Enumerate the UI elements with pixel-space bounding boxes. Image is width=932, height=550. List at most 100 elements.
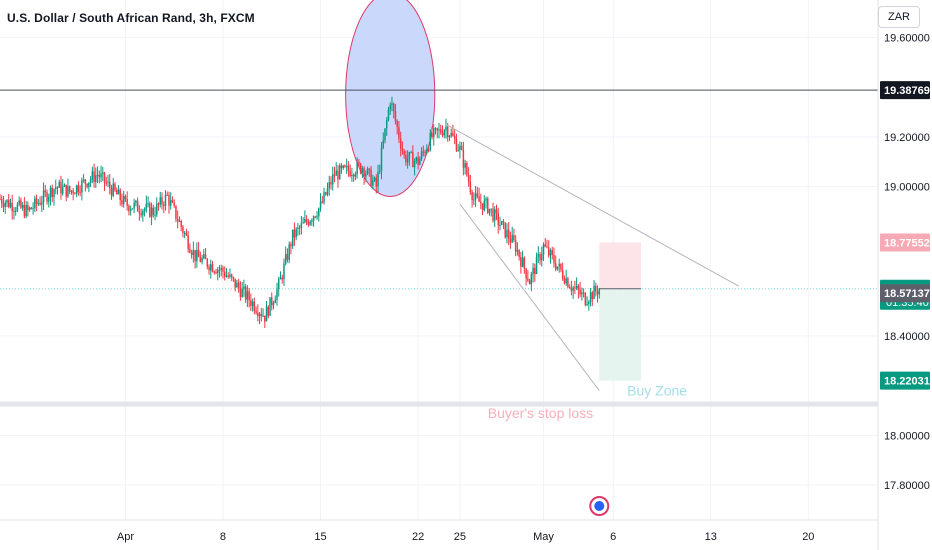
candle-body (487, 198, 489, 213)
candle-body (384, 128, 386, 141)
candle-body (392, 103, 395, 111)
candle-body (286, 254, 289, 260)
candle-body (171, 200, 174, 203)
candle-body (185, 232, 188, 236)
candle-body (373, 177, 376, 181)
candle-body (394, 110, 397, 121)
target-zone (599, 242, 642, 289)
candle-body (199, 257, 202, 262)
candle-body (81, 180, 83, 193)
x-tick-label: 8 (220, 531, 226, 543)
candle-body (469, 181, 472, 192)
candle-body (149, 203, 151, 217)
x-tick-label: 22 (412, 531, 424, 543)
candle-body (291, 229, 294, 247)
candle-body (84, 179, 87, 184)
candle-body (96, 174, 99, 176)
candle-body (150, 207, 153, 217)
candle-body (100, 173, 102, 178)
candle-body (46, 192, 48, 202)
candle-body (159, 197, 162, 205)
candle-body (593, 285, 595, 300)
candle-body (229, 274, 231, 277)
candle-body (537, 254, 540, 257)
candle-body (121, 200, 123, 205)
candle-body (366, 168, 369, 174)
candle-body (182, 226, 184, 233)
candle-body (385, 120, 388, 129)
candle-body (349, 170, 351, 177)
candle-body (480, 201, 482, 204)
candle-body (441, 132, 444, 136)
candle-body (248, 291, 250, 301)
stop-loss-label: Buyer's stop loss (488, 405, 593, 421)
candle-body (359, 163, 362, 173)
candle-body (244, 286, 247, 300)
candle-body (82, 179, 85, 181)
y-tick-label: 19.00000 (884, 182, 930, 194)
candle-body (300, 223, 303, 228)
candle-body (157, 203, 160, 205)
candle-body (521, 257, 524, 267)
candle-body (467, 174, 470, 182)
candle-body (589, 292, 592, 302)
candle-body (401, 148, 404, 152)
candle-body (598, 288, 601, 295)
candle-body (267, 306, 270, 316)
candle-body (220, 267, 222, 270)
candle-body (142, 210, 144, 216)
candle-body (554, 263, 557, 270)
candle-body (88, 182, 90, 187)
candle-body (351, 174, 353, 177)
candle-body (361, 168, 364, 173)
candle-body (293, 229, 296, 238)
candle-body (473, 199, 475, 201)
candle-body (0, 199, 1, 201)
candle-body (579, 290, 581, 295)
candle-body (549, 250, 552, 256)
candle-body (325, 192, 327, 195)
candle-body (109, 181, 111, 189)
candle-body (41, 202, 43, 205)
candle-body (572, 287, 574, 291)
candle-body (20, 200, 22, 208)
candle-body (584, 293, 587, 305)
candle-body (276, 288, 278, 300)
candle-body (255, 310, 257, 313)
currency-button[interactable]: ZAR (878, 6, 920, 28)
candle-body (534, 267, 536, 274)
candle-body (476, 193, 479, 197)
candle-body (415, 157, 418, 161)
candle-body (577, 285, 580, 291)
candle-body (377, 171, 379, 187)
chart-title: U.S. Dollar / South African Rand, 3h, FX… (7, 11, 255, 25)
candle-body (34, 198, 36, 209)
candle-body (485, 198, 487, 201)
candle-body (405, 154, 407, 163)
price-tag (880, 81, 930, 100)
candle-body (257, 312, 259, 316)
candle-body (445, 126, 447, 131)
candle-body (507, 229, 510, 239)
candle-body (86, 183, 88, 187)
candle-body (316, 216, 318, 218)
candle-body (375, 177, 378, 187)
candle-body (460, 145, 463, 150)
candle-body (408, 152, 411, 159)
candle-body (277, 279, 280, 289)
candle-body (459, 145, 461, 151)
candle-body (173, 202, 175, 206)
candle-body (23, 205, 26, 217)
candle-body (239, 288, 242, 298)
candle-body (122, 196, 125, 205)
candle-body (528, 280, 531, 285)
candle-body (307, 221, 310, 225)
candle-body (506, 229, 508, 238)
candle-body (492, 208, 494, 221)
candle-body (279, 277, 282, 280)
candle-body (455, 138, 458, 151)
price-tag (880, 284, 930, 303)
x-tick-label: 25 (454, 531, 466, 543)
